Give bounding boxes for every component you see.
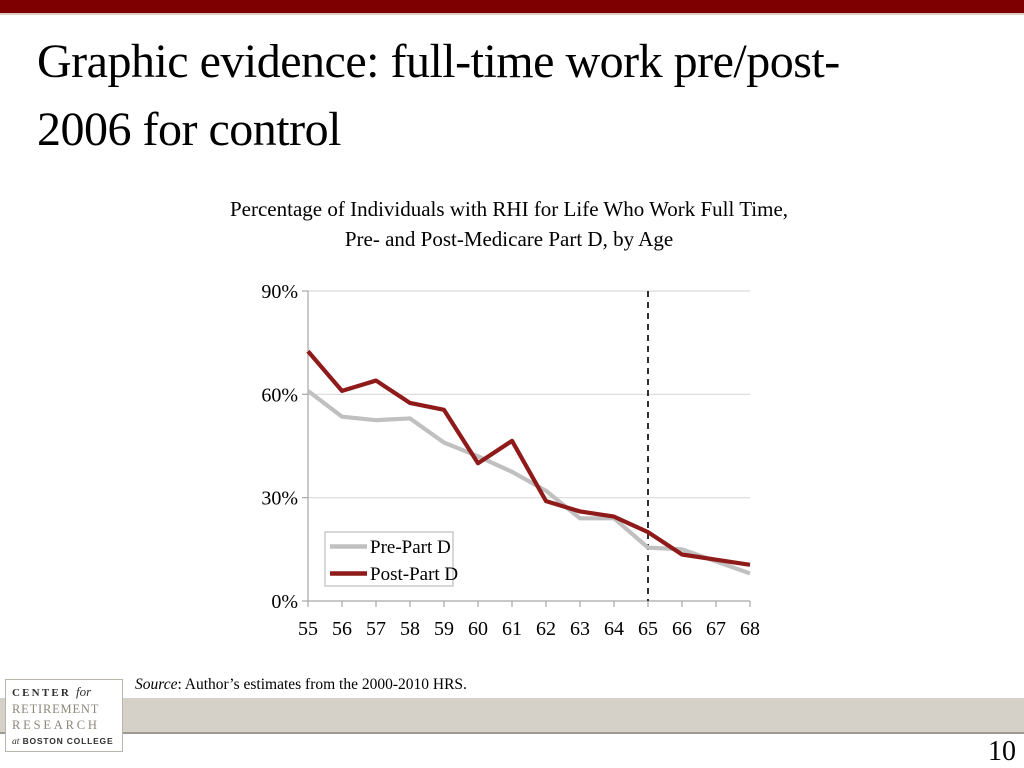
chart-title: Percentage of Individuals with RHI for L…: [179, 194, 839, 254]
logo-line-4: at BOSTON COLLEGE: [12, 733, 122, 750]
top-accent-underline: [0, 13, 1024, 15]
x-tick-label: 58: [400, 618, 420, 640]
slide-title: Graphic evidence: full-time work pre/pos…: [37, 28, 997, 164]
x-tick-label: 59: [434, 618, 454, 640]
source-text: : Author’s estimates from the 2000-2010 …: [177, 676, 467, 693]
x-tick-label: 64: [604, 618, 624, 640]
y-tick-label: 0%: [271, 591, 298, 613]
footer-band: [0, 698, 1024, 734]
y-tick-label: 60%: [261, 384, 298, 406]
source-label: Source: [135, 676, 178, 693]
page-number: 10: [988, 736, 1016, 767]
legend-box: [324, 531, 454, 587]
source-note: Source: Author’s estimates from the 2000…: [135, 676, 467, 694]
logo-line-1: CENTER for: [12, 684, 122, 701]
logo-at-text: at: [12, 737, 20, 747]
crr-logo: CENTER for RETIREMENT RESEARCH at BOSTON…: [5, 679, 123, 752]
x-tick-label: 66: [672, 618, 692, 640]
x-tick-label: 62: [536, 618, 556, 640]
logo-line-3: RESEARCH: [12, 718, 100, 732]
legend-label: Post-Part D: [370, 564, 458, 585]
x-tick-label: 67: [706, 618, 726, 640]
x-tick-label: 60: [468, 618, 488, 640]
x-tick-label: 63: [570, 618, 590, 640]
slide-title-line-2: 2006 for control: [37, 103, 341, 156]
line-chart: 0% 30% 60% 90% 55 56 57 58 59 60 61 62 63 64 65 66 67 68 P…: [261, 281, 760, 640]
logo-center-text: CENTER: [12, 687, 72, 699]
logo-line-2: RETIREMENT: [12, 702, 100, 716]
logo-boston-college-text: BOSTON COLLEGE: [22, 736, 114, 746]
legend-label: Pre-Part D: [370, 537, 451, 558]
chart-title-line-2: Pre- and Post-Medicare Part D, by Age: [344, 227, 674, 251]
slide-title-line-1: Graphic evidence: full-time work pre/pos…: [37, 35, 840, 88]
chart-title-line-1: Percentage of Individuals with RHI for L…: [229, 197, 789, 221]
x-tick-label: 55: [298, 618, 318, 640]
x-tick-label: 65: [638, 618, 658, 640]
y-tick-label: 30%: [261, 488, 298, 510]
x-tick-label: 56: [332, 618, 352, 640]
x-tick-label: 57: [366, 618, 386, 640]
series-line-post-part-d: [306, 349, 751, 567]
top-accent-bar: [0, 0, 1024, 13]
logo-for-text: for: [76, 684, 92, 699]
x-tick-label: 68: [740, 618, 760, 640]
y-tick-label: 90%: [261, 281, 298, 303]
x-tick-label: 61: [502, 618, 522, 640]
